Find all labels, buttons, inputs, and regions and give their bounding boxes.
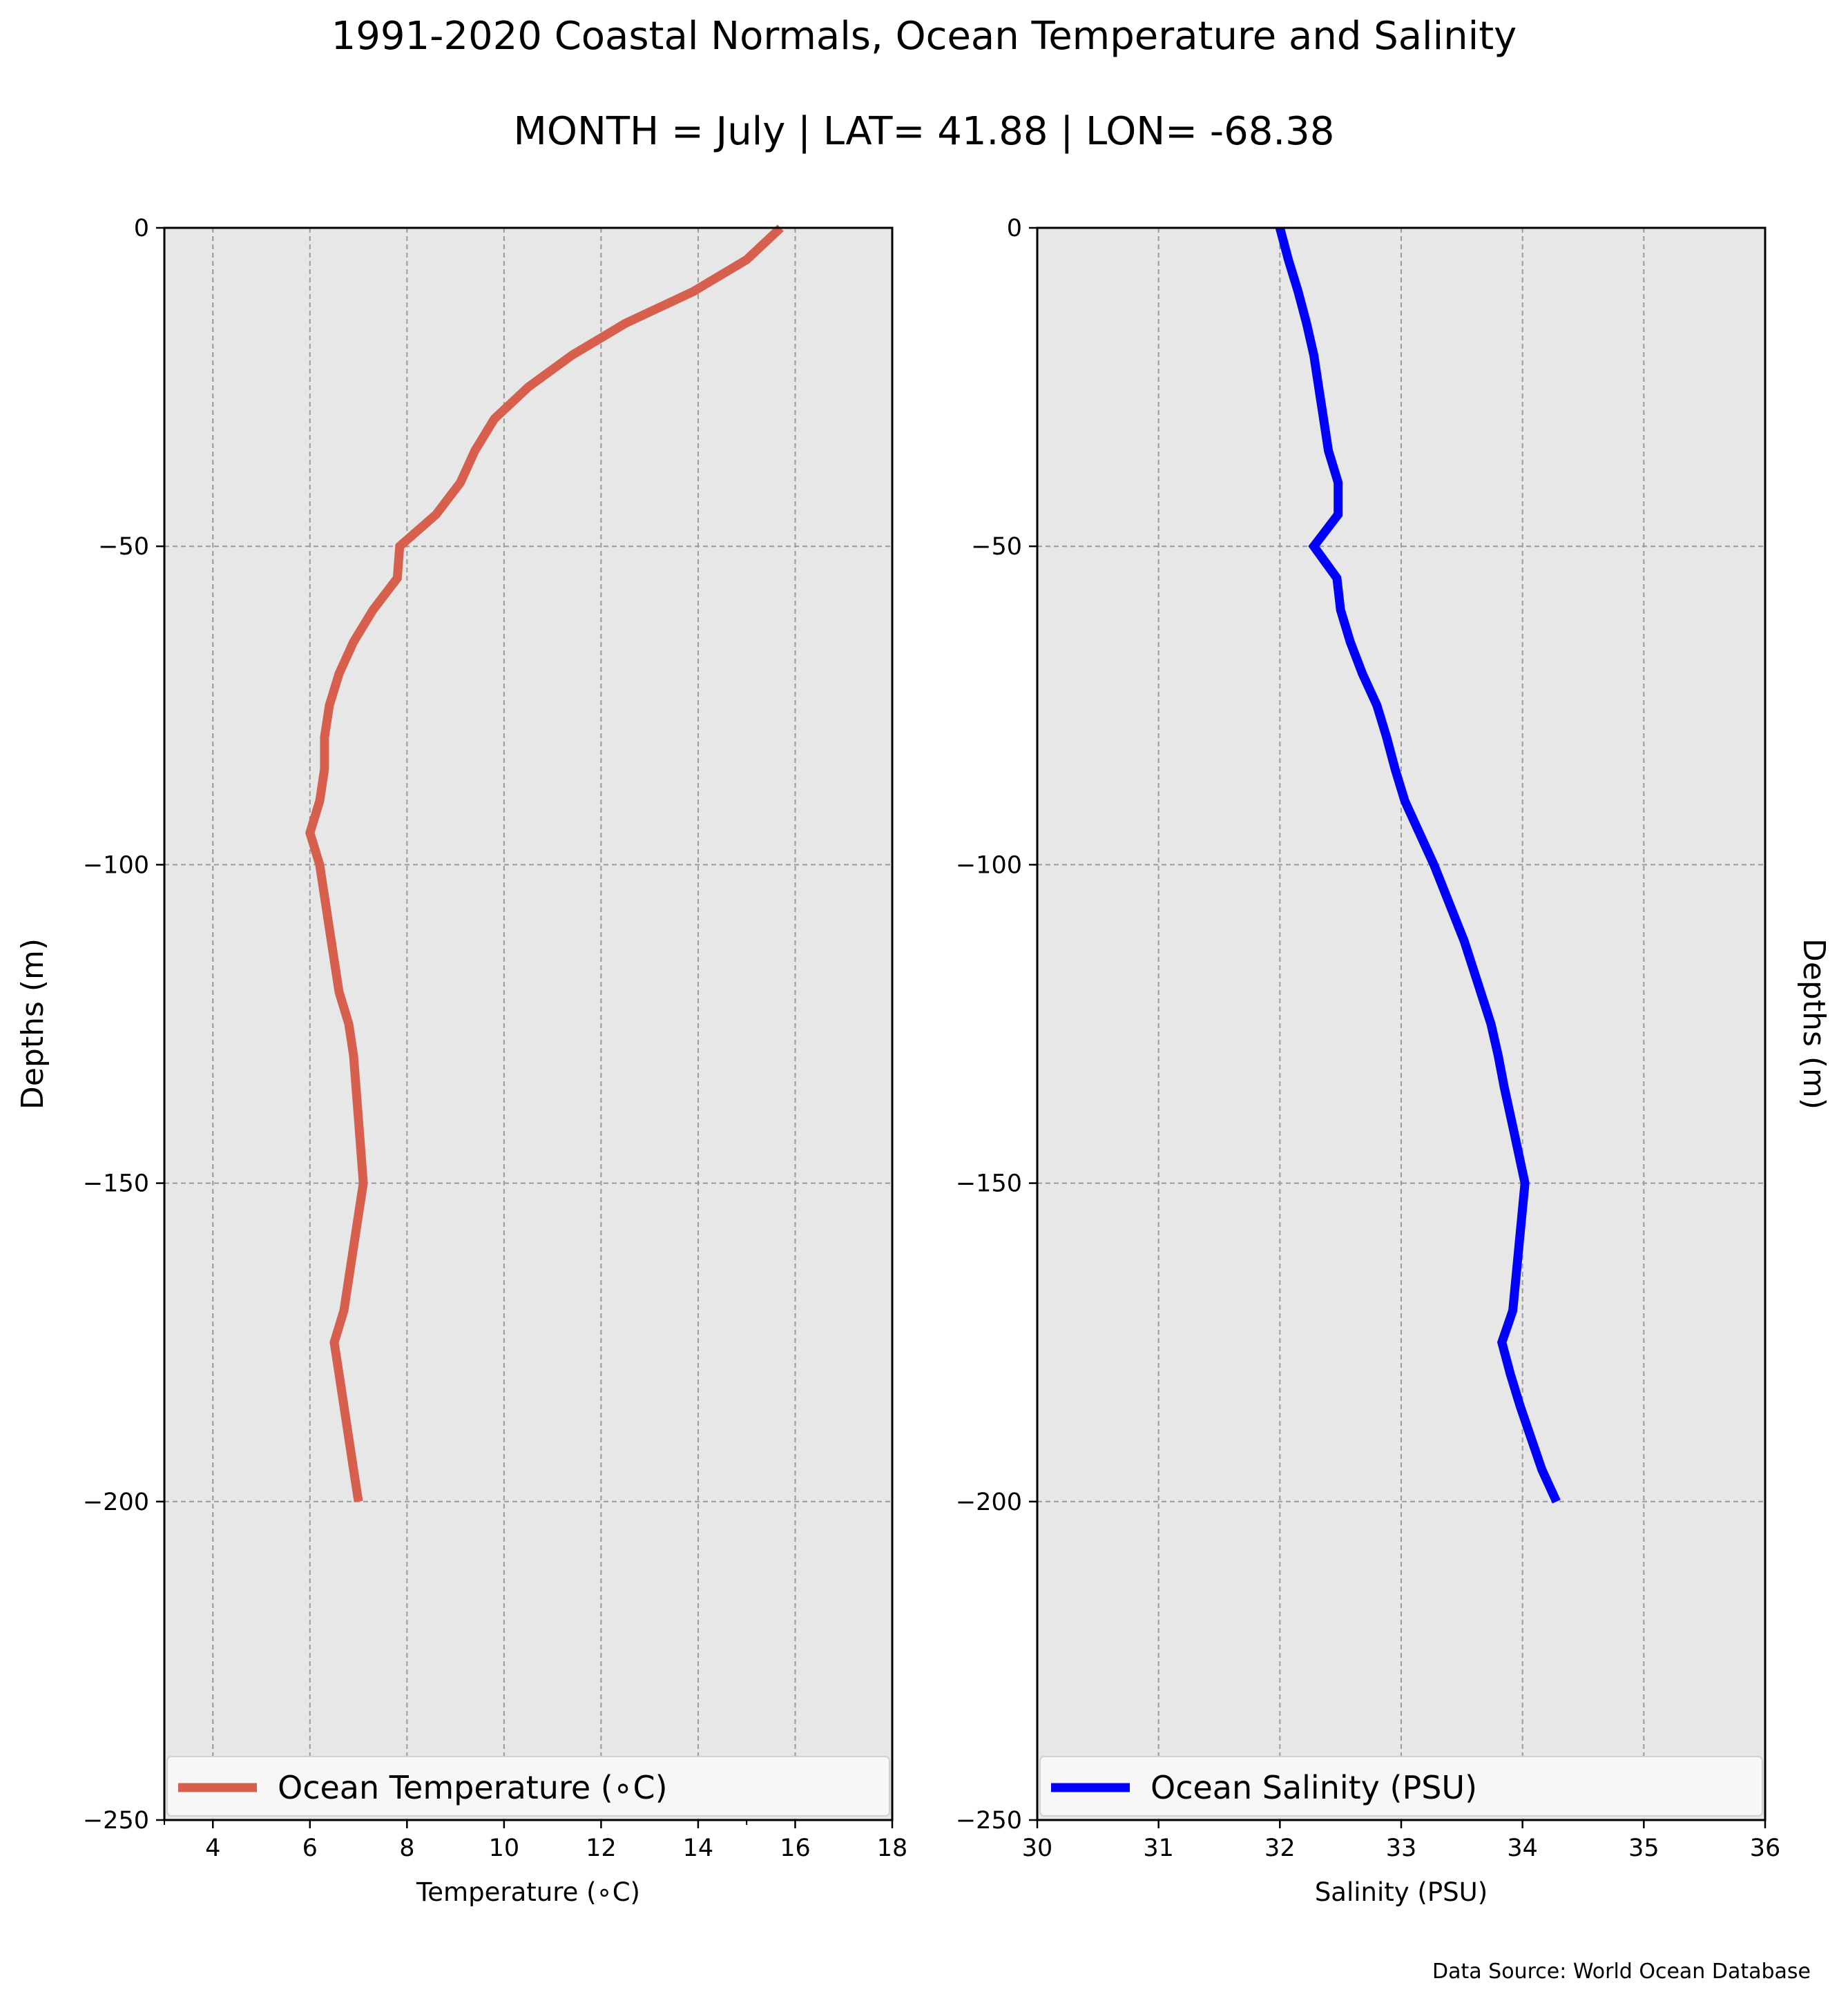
temperature-legend-box (166, 1756, 890, 1817)
temperature-x-tick-label: 4 (205, 1835, 220, 1862)
chart-title: 1991-2020 Coastal Normals, Ocean Tempera… (331, 14, 1517, 59)
salinity-x-tick-label: 33 (1386, 1835, 1417, 1862)
salinity-y-tick-label: −250 (956, 1807, 1022, 1835)
salinity-y-tick-label: −200 (956, 1489, 1022, 1516)
salinity-x-tick-label: 32 (1264, 1835, 1296, 1862)
salinity-x-tick-label: 34 (1507, 1835, 1538, 1862)
temperature-y-tick-label: −150 (83, 1170, 149, 1198)
salinity-y-axis-label: Depths (m) (1796, 938, 1831, 1110)
salinity-x-axis-label: Salinity (PSU) (1315, 1877, 1488, 1907)
temperature-y-tick-label: −100 (83, 851, 149, 879)
temperature-y-tick-label: −250 (83, 1807, 149, 1835)
salinity-legend-label: Ocean Salinity (PSU) (1151, 1769, 1477, 1806)
salinity-y-tick-label: −100 (956, 851, 1022, 879)
temperature-y-axis-label: Depths (m) (15, 938, 50, 1110)
temperature-panel: Ocean Temperature (∘C) 4 6 8 10 12 14 16 18 0 −50 −… (15, 215, 907, 1907)
salinity-x-tick-label: 35 (1628, 1835, 1659, 1862)
salinity-y-tick-label: −50 (971, 533, 1022, 561)
temperature-x-tick-label: 8 (399, 1835, 414, 1862)
temperature-x-tick-label: 6 (302, 1835, 318, 1862)
salinity-series-line (1276, 226, 1561, 1504)
temperature-plot-area (164, 228, 892, 1820)
temperature-legend-label: Ocean Temperature (∘C) (278, 1769, 668, 1806)
salinity-legend-box (1039, 1756, 1763, 1817)
salinity-x-tick-label: 36 (1750, 1835, 1781, 1862)
temperature-x-tick-label: 10 (489, 1835, 520, 1862)
temperature-series-line (305, 224, 784, 1502)
temperature-y-tick-label: 0 (134, 215, 149, 242)
temperature-y-tick-label: −200 (83, 1489, 149, 1516)
temperature-y-tick-label: −50 (98, 533, 149, 561)
chart-subtitle: MONTH = July | LAT= 41.88 | LON= -68.38 (513, 109, 1335, 154)
temperature-x-axis-label: Temperature (∘C) (416, 1877, 640, 1907)
temperature-x-tick-label: 16 (780, 1835, 811, 1862)
temperature-x-tick-label: 12 (586, 1835, 617, 1862)
salinity-panel: Ocean Salinity (PSU) 30 31 32 33 34 35 36 0 −50 −1… (956, 215, 1831, 1907)
salinity-x-tick-label: 30 (1022, 1835, 1053, 1862)
salinity-y-tick-label: 0 (1007, 215, 1022, 242)
salinity-y-tick-label: −150 (956, 1170, 1022, 1198)
data-source-note: Data Source: World Ocean Database (1432, 1960, 1811, 1984)
salinity-x-tick-label: 31 (1143, 1835, 1174, 1862)
temperature-axes-frame (163, 226, 894, 1821)
temperature-x-tick-label: 14 (683, 1835, 714, 1862)
temperature-x-tick-label: 18 (877, 1835, 908, 1862)
